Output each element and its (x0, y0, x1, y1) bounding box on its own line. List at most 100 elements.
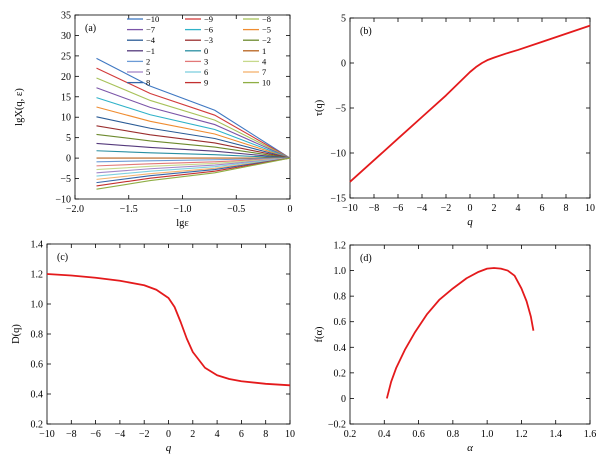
y-tick-label: 1.4 (31, 240, 44, 251)
y-axis-label: f(α) (314, 326, 325, 342)
y-tick-label: −5 (60, 174, 71, 185)
x-axis-label: α (467, 442, 473, 454)
panel-tag: (d) (360, 253, 372, 264)
x-tick-label: −6 (90, 429, 101, 440)
legend-label: 9 (204, 78, 208, 88)
series-line-q3 (96, 157, 291, 167)
y-axis-label: τ(q) (314, 99, 325, 116)
x-tick-label: 0.4 (378, 429, 391, 440)
series-line-q10 (96, 157, 291, 190)
legend-label: −5 (262, 25, 271, 35)
y-tick-label: 35 (61, 11, 71, 22)
x-tick-label: 4 (215, 429, 220, 440)
x-tick-label: −8 (369, 203, 380, 214)
x-tick-label: −6 (393, 203, 404, 214)
legend-label: 10 (262, 78, 271, 88)
series-line-qm2 (96, 133, 291, 159)
x-tick-label: 6 (239, 429, 244, 440)
x-tick-label: −10 (39, 429, 55, 440)
x-tick-label: 6 (540, 203, 545, 214)
series-line (46, 273, 291, 387)
series-line-q0 (96, 150, 291, 159)
x-tick-label: 1.6 (584, 429, 597, 440)
y-tick-label: 20 (61, 72, 71, 83)
x-tick-label: −2 (441, 203, 452, 214)
y-tick-label: 5 (66, 133, 71, 144)
series-line-qm10 (96, 57, 291, 159)
x-tick-label: 0 (288, 204, 293, 215)
y-tick-label: 15 (61, 92, 71, 103)
panel-tag: (c) (57, 252, 68, 263)
y-tick-label: 30 (61, 31, 71, 42)
x-tick-label: −10 (342, 203, 358, 214)
series-line-q4 (96, 157, 291, 171)
series-line-qm7 (96, 87, 291, 159)
y-tick-label: 1.2 (31, 270, 44, 281)
legend-label: 6 (204, 67, 208, 77)
y-tick-label: 5 (341, 14, 346, 25)
legend-label: 7 (262, 67, 266, 77)
x-tick-label: 10 (585, 203, 595, 214)
legend-label: 2 (146, 56, 150, 66)
x-tick-label: 8 (564, 203, 569, 214)
plot-area (46, 273, 291, 387)
plot-frame (349, 244, 591, 425)
legend-label: 0 (204, 46, 208, 56)
panel-tag: (a) (85, 23, 96, 34)
legend-label: −1 (146, 46, 155, 56)
x-tick-label: 0.2 (344, 429, 357, 440)
legend-label: −10 (146, 14, 159, 24)
legend-label: 8 (146, 78, 150, 88)
x-axis-label: lgε (176, 218, 189, 229)
y-tick-label: 1.0 (31, 300, 44, 311)
y-tick-label: −15 (330, 194, 346, 205)
series-line-q7 (96, 157, 291, 180)
x-tick-label: −8 (66, 429, 77, 440)
plot-area (385, 267, 535, 399)
series-line-qm8 (96, 77, 291, 159)
y-tick-label: 0.6 (31, 360, 44, 371)
x-tick-label: 1.2 (515, 429, 528, 440)
y-tick-label: 0.4 (31, 390, 44, 401)
y-tick-label: −5 (335, 104, 346, 115)
x-axis-label: q (166, 442, 172, 454)
x-tick-label: −4 (115, 429, 126, 440)
x-tick-label: 0 (468, 203, 473, 214)
y-tick-label: 0.8 (31, 330, 44, 341)
y-tick-label: 0 (341, 59, 346, 70)
y-tick-label: 10 (61, 113, 71, 124)
legend-label: 4 (262, 56, 267, 66)
legend-label: 5 (146, 67, 150, 77)
x-axis-label: q (467, 216, 473, 228)
y-tick-label: 0 (341, 394, 346, 405)
series-line-q8 (96, 157, 291, 184)
y-tick-label: 0.2 (334, 368, 347, 379)
legend-label: −2 (262, 35, 271, 45)
series-line-qm1 (96, 142, 291, 159)
panel-c: −10 −8 −6 −4 −2 0 2 4 6 8 10 0.2 0.4 0.6 0.8 1.0 1.2 1.4 q… (11, 240, 295, 455)
legend: −10 −9 −8−7 −6 −5−4 −3 −2−1 0 12 3 45 6 78 9 10 (127, 14, 271, 88)
series-line-qm9 (96, 67, 291, 159)
y-tick-label: 1.0 (334, 266, 347, 277)
x-tick-label: 0 (166, 429, 171, 440)
series-line-q2 (96, 157, 291, 163)
x-tick-label: −1.0 (173, 204, 191, 215)
plot-area (96, 57, 291, 190)
plot-frame (349, 17, 591, 199)
series-line-q5 (96, 157, 291, 174)
y-tick-label: −10 (55, 195, 71, 206)
y-tick-label: 0 (66, 154, 71, 165)
x-tick-label: 8 (263, 429, 268, 440)
legend-label: −9 (204, 14, 213, 24)
x-tick-label: −4 (417, 203, 428, 214)
y-tick-label: 25 (61, 51, 71, 62)
y-tick-label: 0.6 (334, 317, 347, 328)
x-tick-label: −2 (139, 429, 150, 440)
y-axis-label: D(q) (11, 324, 22, 344)
legend-label: −6 (204, 25, 213, 35)
y-tick-label: 0.4 (334, 343, 347, 354)
legend-label: −8 (262, 14, 271, 24)
x-tick-label: 4 (516, 203, 521, 214)
